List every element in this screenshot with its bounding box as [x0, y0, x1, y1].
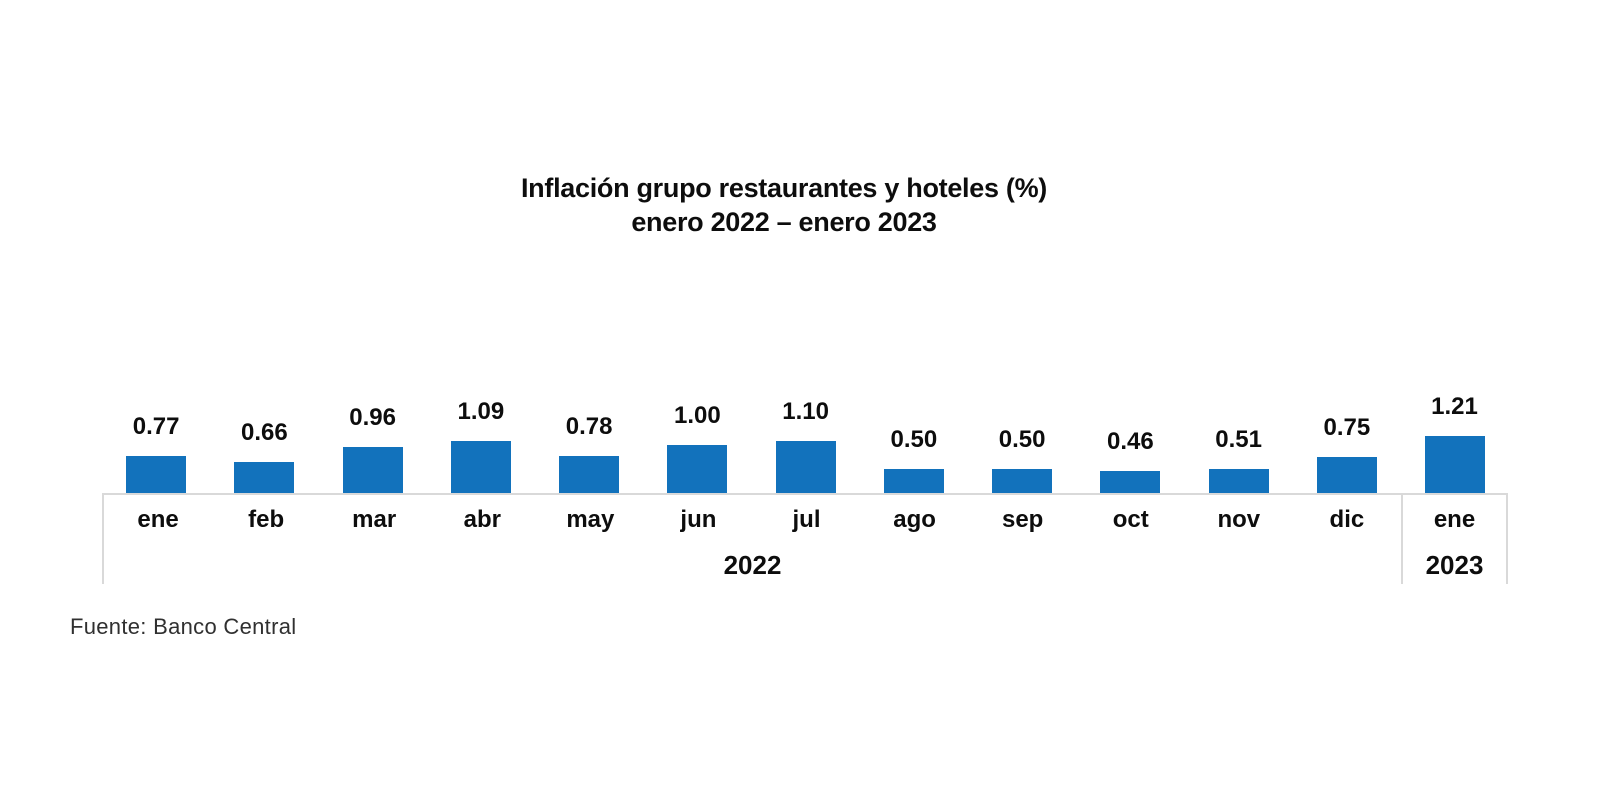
- bar-value-jun-2022: 1.00: [674, 402, 721, 429]
- bar-value-feb-2022: 0.66: [241, 419, 288, 446]
- bar-abr-2022: [450, 441, 511, 493]
- year-label-2022: 2022: [723, 550, 782, 580]
- bar-mar-2022: [342, 447, 403, 493]
- bar-oct-2022: [1100, 471, 1161, 493]
- bar-sep-2022: [992, 469, 1053, 493]
- bar-jul-2022: [775, 441, 836, 493]
- bar-value-dic-2022: 0.75: [1323, 414, 1371, 441]
- bar-ene-2023: [1424, 436, 1485, 493]
- x-tick-ene-2023: ene: [1433, 506, 1476, 533]
- x-tick-sep-2022: sep: [1001, 506, 1044, 533]
- chart-header: Inflación grupo restaurantes y hoteles (…: [0, 171, 1568, 239]
- year-label-2023: 2023: [1425, 550, 1484, 580]
- x-tick-nov-2022: nov: [1217, 506, 1261, 533]
- x-tick-feb-2022: feb: [248, 506, 285, 533]
- x-tick-ene-2022: ene: [137, 506, 179, 533]
- x-tick-may-2022: may: [566, 506, 615, 533]
- bar-nov-2022: [1208, 469, 1269, 493]
- x-axis: ene feb mar abr may jun jul ago sep oct nov dic 202…: [102, 493, 1508, 584]
- bar-dic-2022: [1316, 457, 1377, 493]
- x-tick-jul-2022: jul: [792, 506, 821, 533]
- month-tick-row-2023: ene: [1403, 505, 1506, 535]
- x-axis-group-2023: ene 2023: [1401, 495, 1508, 584]
- bar-value-ene-2023: 1.21: [1431, 393, 1478, 420]
- bar-ago-2022: [883, 469, 944, 493]
- chart-subtitle: enero 2022 – enero 2023: [631, 207, 937, 237]
- chart-title: Inflación grupo restaurantes y hoteles (…: [520, 173, 1047, 203]
- source-note: Fuente: Banco Central: [70, 614, 297, 639]
- x-tick-mar-2022: mar: [352, 506, 397, 533]
- x-tick-ago-2022: ago: [893, 506, 936, 533]
- bar-jun-2022: [667, 445, 728, 493]
- month-tick-row-2022: ene feb mar abr may jun jul ago sep oct nov dic: [104, 505, 1401, 535]
- bar-value-ene-2022: 0.77: [132, 413, 180, 440]
- bar-feb-2022: [234, 462, 295, 493]
- x-tick-oct-2022: oct: [1112, 506, 1149, 533]
- x-tick-jun-2022: jun: [680, 506, 717, 533]
- bar-value-jul-2022: 1.10: [782, 398, 829, 425]
- x-axis-group-2022: ene feb mar abr may jun jul ago sep oct nov dic 202…: [102, 495, 1401, 584]
- bar-may-2022: [559, 456, 620, 493]
- bar-value-sep-2022: 0.50: [998, 426, 1046, 453]
- bar-value-mar-2022: 0.96: [349, 404, 396, 431]
- bar-ene-2022: [126, 456, 187, 493]
- bar-value-abr-2022: 1.09: [457, 398, 505, 425]
- x-tick-dic-2022: dic: [1329, 506, 1365, 533]
- bar-value-nov-2022: 0.51: [1215, 426, 1262, 453]
- bar-value-oct-2022: 0.46: [1107, 428, 1154, 455]
- bar-value-ago-2022: 0.50: [890, 426, 938, 453]
- bar-value-may-2022: 0.78: [565, 413, 613, 440]
- x-tick-abr-2022: abr: [463, 506, 501, 533]
